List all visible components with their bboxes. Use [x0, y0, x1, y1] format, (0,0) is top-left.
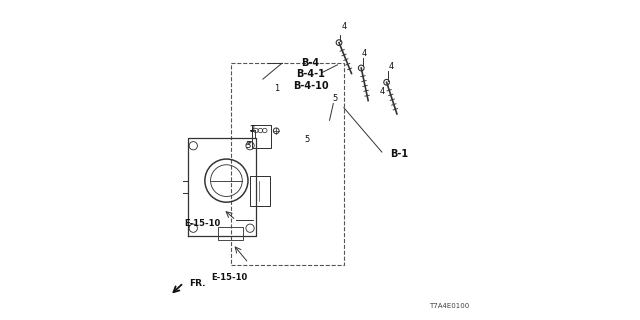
Text: 1: 1 — [275, 84, 280, 93]
Text: FR.: FR. — [189, 279, 205, 288]
Text: 5: 5 — [304, 135, 309, 144]
Text: 4: 4 — [388, 62, 394, 71]
Text: E-15-10: E-15-10 — [211, 273, 248, 282]
Text: 3: 3 — [245, 141, 250, 150]
Text: 4: 4 — [342, 22, 348, 31]
Text: B-4
B-4-1
B-4-10: B-4 B-4-1 B-4-10 — [292, 58, 328, 91]
Text: 5: 5 — [333, 94, 338, 103]
Text: 4: 4 — [361, 49, 367, 58]
Text: T7A4E0100: T7A4E0100 — [429, 303, 469, 309]
Text: 2: 2 — [249, 125, 255, 134]
Text: E-15-10: E-15-10 — [184, 219, 220, 228]
Text: B-1: B-1 — [390, 149, 408, 159]
Text: 4: 4 — [380, 87, 385, 96]
